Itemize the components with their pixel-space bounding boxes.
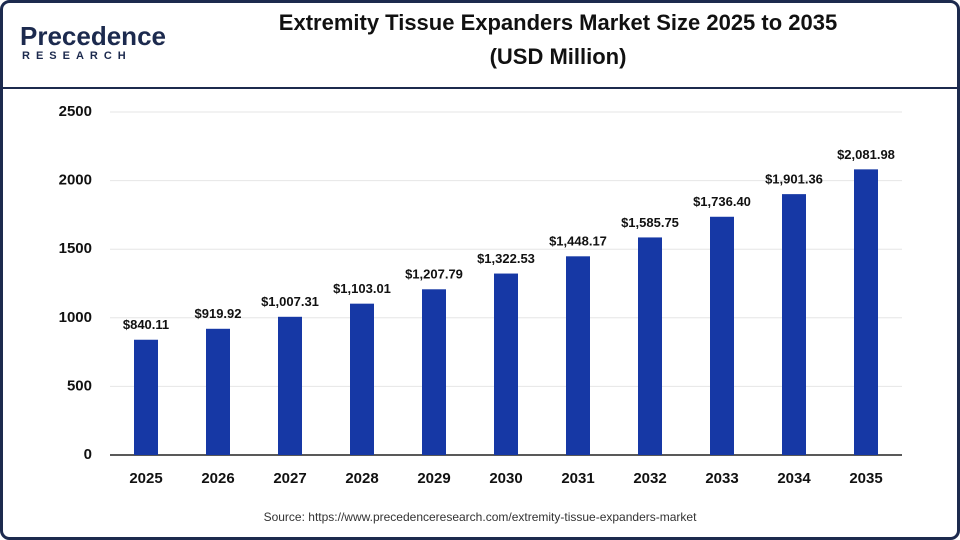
bar — [854, 169, 878, 455]
bar — [422, 289, 446, 455]
bar — [350, 303, 374, 455]
value-label: $1,207.79 — [405, 267, 463, 282]
x-tick-label: 2032 — [633, 470, 666, 487]
x-tick-label: 2030 — [489, 470, 522, 487]
x-tick-label: 2028 — [345, 470, 378, 487]
logo-name: Precedence — [20, 21, 166, 51]
chart-subtitle: (USD Million) — [490, 44, 627, 69]
value-label: $1,448.17 — [549, 234, 607, 249]
x-tick-label: 2031 — [561, 470, 594, 487]
y-tick-label: 2000 — [59, 172, 92, 189]
logo-tagline: RESEARCH — [22, 50, 132, 62]
value-label: $1,736.40 — [693, 194, 751, 209]
y-tick-label: 2500 — [59, 103, 92, 120]
bar — [206, 328, 230, 455]
x-tick-label: 2033 — [705, 470, 738, 487]
value-label: $840.11 — [123, 317, 169, 332]
y-tick-label: 500 — [67, 377, 92, 394]
bar — [638, 237, 662, 455]
value-label: $1,585.75 — [621, 215, 679, 230]
value-label: $919.92 — [195, 306, 242, 321]
bar — [494, 273, 518, 455]
y-tick-label: 0 — [84, 446, 92, 463]
x-tick-label: 2026 — [201, 470, 234, 487]
x-tick-label: 2034 — [777, 470, 811, 487]
bar — [566, 256, 590, 455]
bar — [278, 316, 302, 455]
bar — [710, 216, 734, 455]
value-label: $2,081.98 — [837, 147, 895, 162]
source: Source: https://www.precedenceresearch.c… — [264, 510, 698, 524]
y-tick-label: 1500 — [59, 240, 92, 257]
bar — [782, 194, 806, 455]
chart-title: Extremity Tissue Expanders Market Size 2… — [279, 10, 837, 35]
x-tick-label: 2029 — [417, 470, 450, 487]
x-tick-label: 2027 — [273, 470, 306, 487]
x-tick-label: 2025 — [129, 470, 162, 487]
bar — [134, 339, 158, 455]
x-tick-label: 2035 — [849, 470, 882, 487]
value-label: $1,103.01 — [333, 281, 391, 296]
value-label: $1,322.53 — [477, 251, 535, 266]
value-label: $1,007.31 — [261, 294, 319, 309]
value-label: $1,901.36 — [765, 172, 823, 187]
y-tick-label: 1000 — [59, 309, 92, 326]
